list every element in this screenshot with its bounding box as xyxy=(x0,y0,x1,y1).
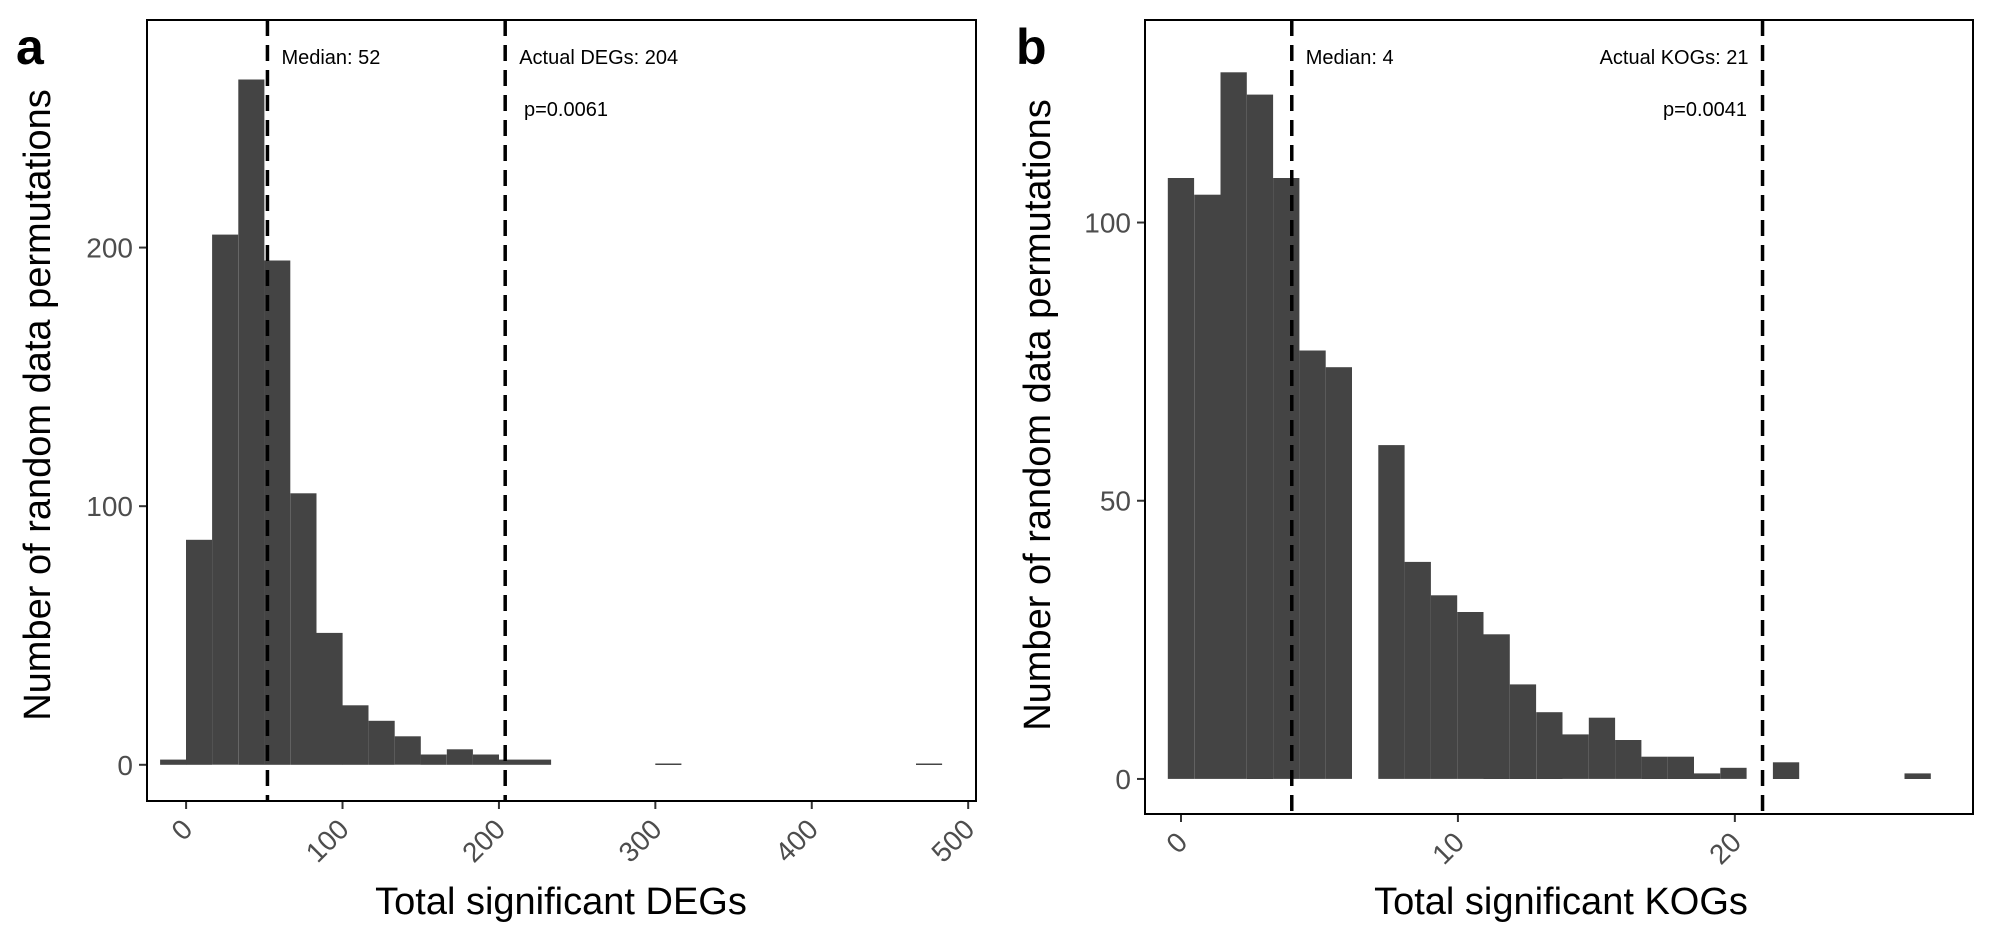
histogram-bar xyxy=(1404,561,1431,779)
histogram-bar xyxy=(1378,445,1405,779)
histogram-bar xyxy=(342,705,369,765)
histogram-bar xyxy=(1772,762,1800,779)
histogram-bar xyxy=(1483,634,1510,779)
panel-a: a Number of random data permutations Tot… xyxy=(16,19,980,923)
x-tick-label: 10 xyxy=(1426,826,1470,870)
histogram-bar xyxy=(1536,712,1563,779)
histogram-bar xyxy=(1588,717,1616,779)
histogram-bar xyxy=(1246,94,1274,780)
histogram-bar xyxy=(160,759,187,765)
histogram-bars-b xyxy=(1167,72,1931,780)
histogram-bar xyxy=(316,632,343,765)
histogram-bar xyxy=(1694,773,1721,779)
x-tick-label: 500 xyxy=(925,813,980,868)
reference-line-label: Actual KOGs: 21 xyxy=(1600,47,1749,69)
histogram-bar xyxy=(238,79,265,765)
histogram-bar xyxy=(1167,178,1195,779)
histogram-bar xyxy=(264,260,291,765)
histogram-bar xyxy=(1194,194,1221,779)
histogram-bar xyxy=(394,736,421,765)
histogram-bar xyxy=(1615,740,1642,779)
y-tick-label: 50 xyxy=(1100,486,1131,517)
x-tick-label: 20 xyxy=(1703,826,1747,870)
panel-label-b: b xyxy=(1016,19,1047,75)
histogram-bar xyxy=(1509,684,1537,779)
y-axis-title-a: Number of random data permutations xyxy=(17,89,59,721)
x-tick-label: 100 xyxy=(300,813,355,868)
p-value-a: p=0.0061 xyxy=(524,99,608,121)
histogram-bar xyxy=(1220,72,1247,779)
reference-lines-a: Median: 52 Actual DEGs: 204 xyxy=(265,20,678,801)
histogram-bar xyxy=(446,749,473,765)
histogram-bar xyxy=(290,493,317,765)
x-tick-label: 0 xyxy=(165,813,198,846)
reference-lines-b: Median: 4 Actual KOGs: 21 xyxy=(1290,20,1765,814)
histogram-bar xyxy=(1562,734,1589,779)
reference-line-label: Actual DEGs: 204 xyxy=(519,47,678,69)
x-axis-title-a: Total significant DEGs xyxy=(375,881,747,923)
x-tick-label: 300 xyxy=(613,813,668,868)
histogram-bar xyxy=(525,759,552,765)
histogram-bar xyxy=(655,763,682,765)
histogram-bar xyxy=(1273,178,1300,779)
histogram-bar xyxy=(212,234,239,765)
x-axis-title-b: Total significant KOGs xyxy=(1374,881,1748,923)
histogram-bar xyxy=(1904,773,1931,779)
histogram-bar xyxy=(186,539,213,765)
histogram-bars-a xyxy=(160,79,943,765)
histogram-bar xyxy=(498,759,525,765)
histogram-bar xyxy=(1430,595,1458,779)
y-tick-label: 100 xyxy=(86,491,133,522)
reference-line-label: Median: 4 xyxy=(1306,47,1394,69)
histogram-bar xyxy=(1641,756,1668,779)
histogram-bar xyxy=(916,763,943,765)
panel-b: b Number of random data permutations Tot… xyxy=(1016,19,1974,923)
histogram-bar xyxy=(1299,350,1326,779)
histogram-bar xyxy=(420,754,447,765)
y-tick-label: 0 xyxy=(1115,764,1131,795)
panel-label-a: a xyxy=(16,19,45,75)
p-value-b: p=0.0041 xyxy=(1663,99,1747,121)
x-tick-label: 0 xyxy=(1160,826,1193,859)
histogram-bar xyxy=(472,754,499,765)
y-tick-label: 0 xyxy=(117,750,133,781)
y-axis-title-b: Number of random data permutations xyxy=(1017,99,1059,731)
histogram-bar xyxy=(1325,367,1352,779)
y-tick-label: 200 xyxy=(86,233,133,264)
x-tick-label: 400 xyxy=(769,813,824,868)
plot-frame-b xyxy=(1144,19,1974,815)
x-tick-label: 200 xyxy=(456,813,511,868)
histogram-bar xyxy=(1667,756,1694,779)
histogram-bar xyxy=(368,720,395,765)
reference-line-label: Median: 52 xyxy=(281,47,380,69)
histogram-bar xyxy=(1457,612,1484,779)
histogram-bar xyxy=(1720,767,1747,779)
y-tick-label: 100 xyxy=(1084,208,1131,239)
plot-frame-a xyxy=(146,19,977,802)
